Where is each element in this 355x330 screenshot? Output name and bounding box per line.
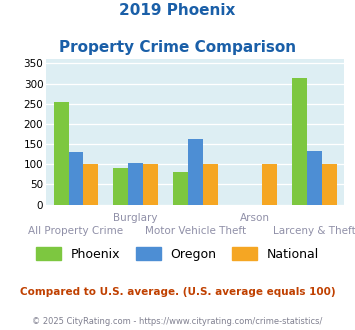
Bar — [143, 164, 158, 205]
Bar — [54, 102, 69, 205]
Text: Larceny & Theft: Larceny & Theft — [273, 226, 355, 236]
Bar — [83, 164, 98, 205]
Text: Motor Vehicle Theft: Motor Vehicle Theft — [145, 226, 246, 236]
Bar — [113, 168, 128, 205]
Bar — [128, 163, 143, 205]
Bar — [69, 152, 83, 205]
Bar — [203, 164, 218, 205]
Bar — [188, 139, 203, 205]
Bar — [292, 78, 307, 205]
Text: Burglary: Burglary — [113, 213, 158, 223]
Text: Property Crime Comparison: Property Crime Comparison — [59, 40, 296, 54]
Bar — [307, 151, 322, 205]
Bar — [173, 172, 188, 205]
Text: Compared to U.S. average. (U.S. average equals 100): Compared to U.S. average. (U.S. average … — [20, 287, 335, 297]
Bar — [262, 164, 277, 205]
Legend: Phoenix, Oregon, National: Phoenix, Oregon, National — [36, 247, 319, 261]
Text: All Property Crime: All Property Crime — [28, 226, 124, 236]
Text: © 2025 CityRating.com - https://www.cityrating.com/crime-statistics/: © 2025 CityRating.com - https://www.city… — [32, 317, 323, 326]
Text: Arson: Arson — [240, 213, 270, 223]
Text: 2019 Phoenix: 2019 Phoenix — [119, 3, 236, 18]
Bar — [322, 164, 337, 205]
